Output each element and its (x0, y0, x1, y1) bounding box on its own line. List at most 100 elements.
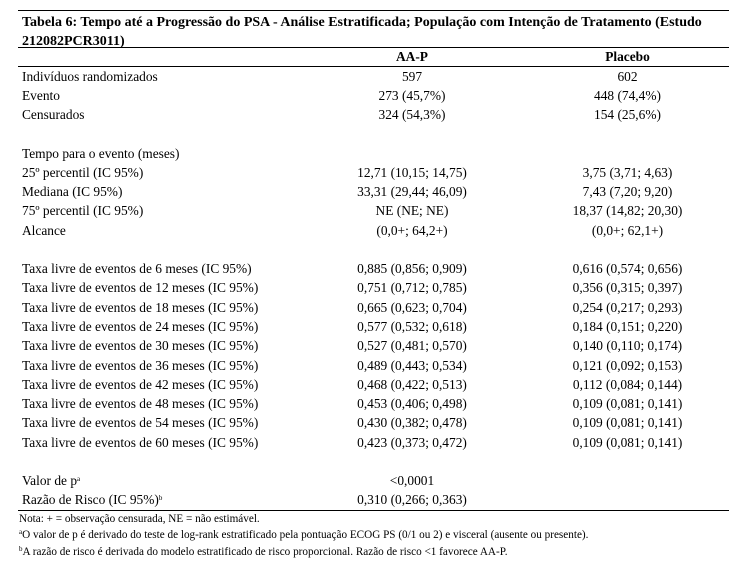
row-label-text: Taxa livre de eventos de 24 meses (IC 95… (22, 318, 259, 334)
row-label-text: Taxa livre de eventos de 48 meses (IC 95… (22, 396, 259, 412)
table-row: Taxa livre de eventos de 42 meses (IC 95… (18, 375, 729, 394)
row-label: Taxa livre de eventos de 24 meses (IC 95… (18, 317, 298, 336)
row-label: Valor de pa (18, 471, 298, 490)
table-row: Taxa livre de eventos de 48 meses (IC 95… (18, 394, 729, 413)
cell-aap: 0,577 (0,532; 0,618) (357, 318, 467, 334)
row-label-text: Taxa livre de eventos de 54 meses (IC 95… (22, 415, 259, 431)
cell-placebo: 154 (25,6%) (594, 107, 661, 123)
row-label-text: Indivíduos randomizados (22, 68, 158, 84)
table-row: Taxa livre de eventos de 30 meses (IC 95… (18, 337, 729, 356)
row-label: Razão de Risco (IC 95%)b (18, 490, 298, 511)
cell-aap: 0,423 (0,373; 0,472) (357, 434, 467, 450)
footnote-b: bA razão de risco é derivada do modelo e… (19, 544, 729, 561)
table-row: Taxa livre de eventos de 60 meses (IC 95… (18, 433, 729, 452)
row-label: Taxa livre de eventos de 42 meses (IC 95… (18, 375, 298, 394)
row-label-text: Evento (22, 87, 60, 103)
cell-placebo: 0,109 (0,081; 0,141) (572, 396, 683, 412)
cell-aap: 12,71 (10,15; 14,75) (357, 164, 467, 180)
cell-aap: NE (NE; NE) (375, 203, 449, 219)
row-label-text: Mediana (IC 95%) (22, 184, 123, 200)
row-label: 25º percentil (IC 95%) (18, 163, 298, 182)
spacer-row (18, 240, 729, 259)
row-label-text: Taxa livre de eventos de 6 meses (IC 95%… (22, 261, 252, 277)
row-label-text: Taxa livre de eventos de 36 meses (IC 95… (22, 357, 259, 373)
footnote-a: aO valor de p é derivado do teste de log… (19, 527, 729, 544)
row-label-text: Taxa livre de eventos de 18 meses (IC 95… (22, 299, 259, 315)
cell-placebo: 0,121 (0,092; 0,153) (572, 357, 683, 373)
footnote-marker: b (158, 494, 163, 503)
row-label-text: 75º percentil (IC 95%) (22, 203, 144, 219)
cell-aap: 0,310 (0,266; 0,363) (298, 490, 526, 511)
header-placebo: Placebo (526, 48, 729, 67)
table-row: Taxa livre de eventos de 6 meses (IC 95%… (18, 259, 729, 278)
cell-aap: 0,751 (0,712; 0,785) (357, 280, 467, 296)
cell-aap: 33,31 (29,44; 46,09) (357, 184, 467, 200)
cell-aap: 273 (45,7%) (378, 87, 446, 103)
table-row: Razão de Risco (IC 95%)b 0,310 (0,266; 0,… (18, 490, 729, 511)
row-label-text: Razão de Risco (IC 95%) (22, 492, 159, 508)
results-table: AA-P Placebo Indivíduos randomizados 597 6… (18, 48, 729, 511)
cell-aap (298, 144, 526, 163)
cell-aap: 0,453 (0,406; 0,498) (357, 396, 467, 412)
table-row: 75º percentil (IC 95%) NE (NE; NE) 18,37 (… (18, 202, 729, 221)
row-label: Taxa livre de eventos de 60 meses (IC 95… (18, 433, 298, 452)
row-label-text: Taxa livre de eventos de 42 meses (IC 95… (22, 376, 259, 392)
table-row: Taxa livre de eventos de 18 meses (IC 95… (18, 298, 729, 317)
row-label: Taxa livre de eventos de 6 meses (IC 95%… (18, 259, 298, 278)
spacer-row (18, 125, 729, 144)
row-label: Taxa livre de eventos de 36 meses (IC 95… (18, 356, 298, 375)
table-row: Taxa livre de eventos de 36 meses (IC 95… (18, 356, 729, 375)
cell-placebo: 0,184 (0,151; 0,220) (572, 318, 683, 334)
table-row: Tempo para o evento (meses) (18, 144, 729, 163)
table-row: Taxa livre de eventos de 24 meses (IC 95… (18, 317, 729, 336)
cell-aap: 597 (401, 68, 423, 84)
cell-placebo: 7,43 (7,20; 9,20) (582, 184, 673, 200)
cell-placebo (526, 490, 729, 511)
cell-aap: 0,665 (0,623; 0,704) (357, 299, 467, 315)
cell-placebo: 0,109 (0,081; 0,141) (572, 415, 683, 431)
cell-placebo: 602 (617, 68, 638, 84)
footnote-b-text: A razão de risco é derivada do modelo es… (22, 545, 508, 558)
row-label: Indivíduos randomizados (18, 67, 298, 87)
footnotes: Nota: + = observação censurada, NE = não… (18, 511, 729, 561)
table-row: Censurados 324 (54,3%) 154 (25,6%) (18, 106, 729, 125)
header-aap: AA-P (298, 48, 526, 67)
row-label: Taxa livre de eventos de 54 meses (IC 95… (18, 414, 298, 433)
cell-placebo (526, 144, 729, 163)
header-label-col (18, 48, 298, 67)
table-row: Indivíduos randomizados 597 602 (18, 67, 729, 87)
row-label-text: Taxa livre de eventos de 60 meses (IC 95… (22, 434, 259, 450)
cell-aap: 324 (54,3%) (378, 107, 446, 123)
row-label: Taxa livre de eventos de 48 meses (IC 95… (18, 394, 298, 413)
footnote-b-mark: b (19, 544, 23, 553)
cell-aap: <0,0001 (389, 472, 435, 488)
table-title: Tabela 6: Tempo até a Progressão do PSA … (18, 10, 729, 49)
footnote-a-mark: a (19, 528, 23, 537)
cell-aap: 0,885 (0,856; 0,909) (357, 261, 467, 277)
row-label-text: Censurados (22, 107, 85, 123)
row-label: Mediana (IC 95%) (18, 182, 298, 201)
cell-aap: 0,430 (0,382; 0,478) (357, 415, 467, 431)
document: Tabela 6: Tempo até a Progressão do PSA … (18, 10, 729, 560)
table-row: Evento 273 (45,7%) 448 (74,4%) (18, 86, 729, 105)
cell-placebo: 0,112 (0,084; 0,144) (572, 376, 683, 392)
cell-aap: 0,527 (0,481; 0,570) (357, 338, 467, 354)
cell-placebo: (0,0+; 62,1+) (591, 222, 664, 238)
cell-placebo: 3,75 (3,71; 4,63) (582, 164, 673, 180)
cell-placebo: 0,254 (0,217; 0,293) (572, 299, 683, 315)
row-label: Taxa livre de eventos de 18 meses (IC 95… (18, 298, 298, 317)
row-label: Tempo para o evento (meses) (18, 144, 298, 163)
cell-placebo: 0,616 (0,574; 0,656) (572, 261, 683, 277)
row-label-text: 25º percentil (IC 95%) (22, 164, 144, 180)
cell-placebo: 0,140 (0,110; 0,174) (572, 338, 683, 354)
table-header-row: AA-P Placebo (18, 48, 729, 67)
table-row: Alcance (0,0+; 64,2+) (0,0+; 62,1+) (18, 221, 729, 240)
row-label-text: Valor de p (22, 472, 78, 488)
table-row: 25º percentil (IC 95%) 12,71 (10,15; 14,7… (18, 163, 729, 182)
cell-aap: 0,468 (0,422; 0,513) (357, 376, 467, 392)
cell-aap: (0,0+; 64,2+) (376, 222, 448, 238)
table-row: Mediana (IC 95%) 33,31 (29,44; 46,09) 7,43… (18, 182, 729, 201)
spacer-row (18, 452, 729, 471)
cell-placebo: 448 (74,4%) (594, 87, 661, 103)
row-label: Taxa livre de eventos de 12 meses (IC 95… (18, 279, 298, 298)
